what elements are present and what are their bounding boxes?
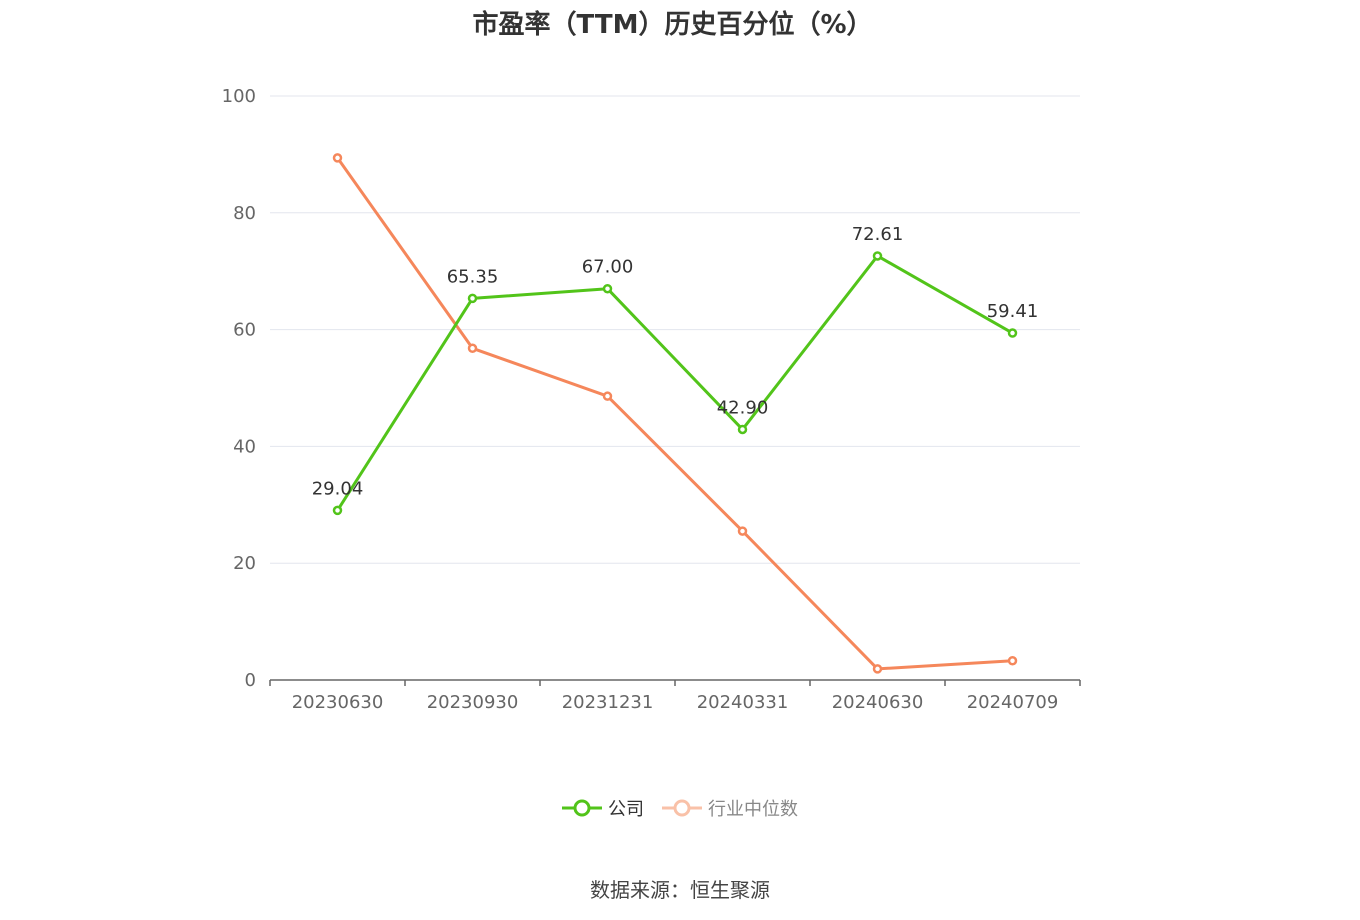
- y-tick-label: 40: [233, 436, 256, 457]
- data-source: 数据来源：恒生聚源: [590, 878, 770, 902]
- x-tick-label: 20231231: [562, 692, 654, 713]
- chart-title: 市盈率（TTM）历史百分位（%）: [472, 10, 873, 40]
- data-label-company: 65.35: [447, 266, 499, 287]
- data-point-company: [1007, 328, 1018, 338]
- data-point-company: [737, 424, 748, 435]
- x-tick-label: 20230930: [427, 692, 519, 713]
- x-tick-label: 20240630: [832, 692, 924, 713]
- x-tick-label: 20240709: [967, 692, 1059, 713]
- y-tick-label: 20: [233, 553, 256, 574]
- line-chart: 0 20 40 60 80 100 20230630 20230930 20231231 2024…: [222, 86, 1081, 713]
- data-point-industry-median: [467, 343, 478, 354]
- data-label-company: 72.61: [852, 224, 904, 245]
- y-tick-label: 80: [233, 203, 256, 224]
- data-point-company: [602, 283, 613, 294]
- data-point-industry-median: [1007, 655, 1018, 666]
- data-point-industry-median: [602, 391, 613, 401]
- data-label-company: 67.00: [582, 257, 634, 278]
- data-label-company: 42.90: [717, 397, 769, 418]
- y-tick-label: 0: [245, 670, 256, 691]
- data-point-industry-median: [737, 526, 748, 536]
- x-tick-label: 20240331: [697, 692, 789, 713]
- legend-item-industry-median[interactable]: 行业中位数: [662, 795, 798, 821]
- y-tick-label: 100: [222, 86, 256, 107]
- chart-legend: 公司 行业中位数: [0, 795, 1360, 821]
- x-tick-label: 20230630: [292, 692, 384, 713]
- legend-company-marker-icon: [562, 799, 602, 817]
- series-line-industry-median: [336, 156, 1014, 671]
- y-tick-label: 60: [233, 320, 256, 341]
- data-point-company: [467, 293, 478, 304]
- legend-industry-median-marker-icon: [662, 799, 702, 817]
- legend-label-company: 公司: [608, 799, 644, 820]
- legend-item-company[interactable]: 公司: [562, 795, 644, 821]
- data-point-industry-median: [872, 664, 883, 674]
- data-point-company: [872, 251, 883, 261]
- data-label-company: 59.41: [987, 301, 1039, 322]
- series-line-company: [336, 254, 1014, 512]
- legend-label-industry-median: 行业中位数: [708, 799, 798, 820]
- data-label-company: 29.04: [312, 478, 364, 499]
- data-point-industry-median: [332, 153, 343, 163]
- data-point-company: [332, 505, 343, 516]
